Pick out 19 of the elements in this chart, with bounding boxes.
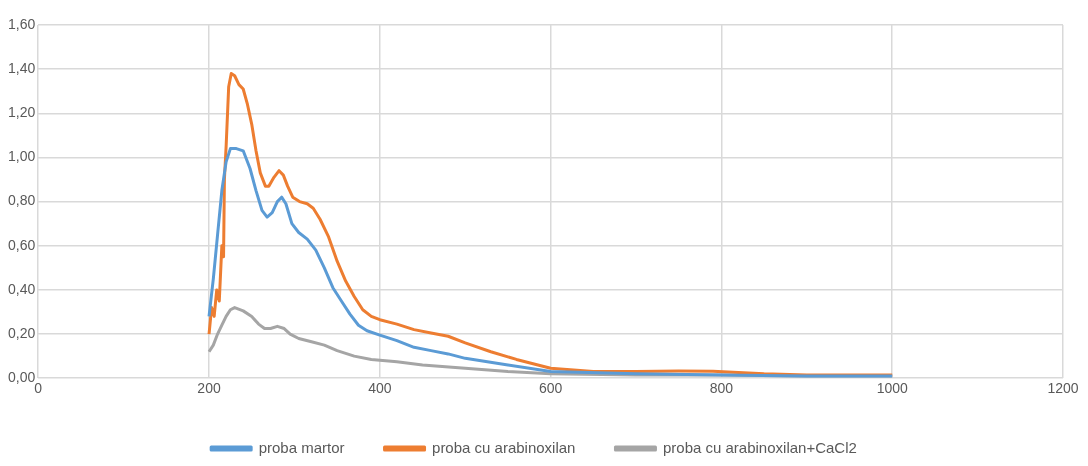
legend-label: proba cu arabinoxilan+CaCl2 (662, 438, 857, 456)
y-tick-label: 1,40 (8, 60, 36, 77)
x-tick-label: 800 (709, 380, 734, 397)
x-tick-label: 1200 (1047, 380, 1079, 397)
x-tick-label: 600 (538, 380, 563, 397)
legend-label: proba cu arabinoxilan (432, 438, 576, 456)
y-tick-label: 0,60 (8, 236, 36, 253)
y-tick-label: 0,80 (8, 192, 36, 209)
x-tick-label: 0 (34, 380, 43, 397)
y-tick-label: 0,20 (8, 324, 36, 341)
x-tick-label: 200 (197, 380, 221, 397)
y-tick-label: 1,60 (8, 15, 36, 32)
legend-label: proba martor (258, 438, 345, 456)
y-tick-label: 0,00 (8, 369, 36, 386)
y-tick-label: 1,20 (8, 104, 36, 121)
x-tick-label: 1000 (876, 380, 908, 397)
y-tick-label: 1,00 (8, 148, 36, 165)
x-tick-label: 400 (368, 380, 392, 397)
y-tick-label: 0,40 (8, 280, 36, 297)
